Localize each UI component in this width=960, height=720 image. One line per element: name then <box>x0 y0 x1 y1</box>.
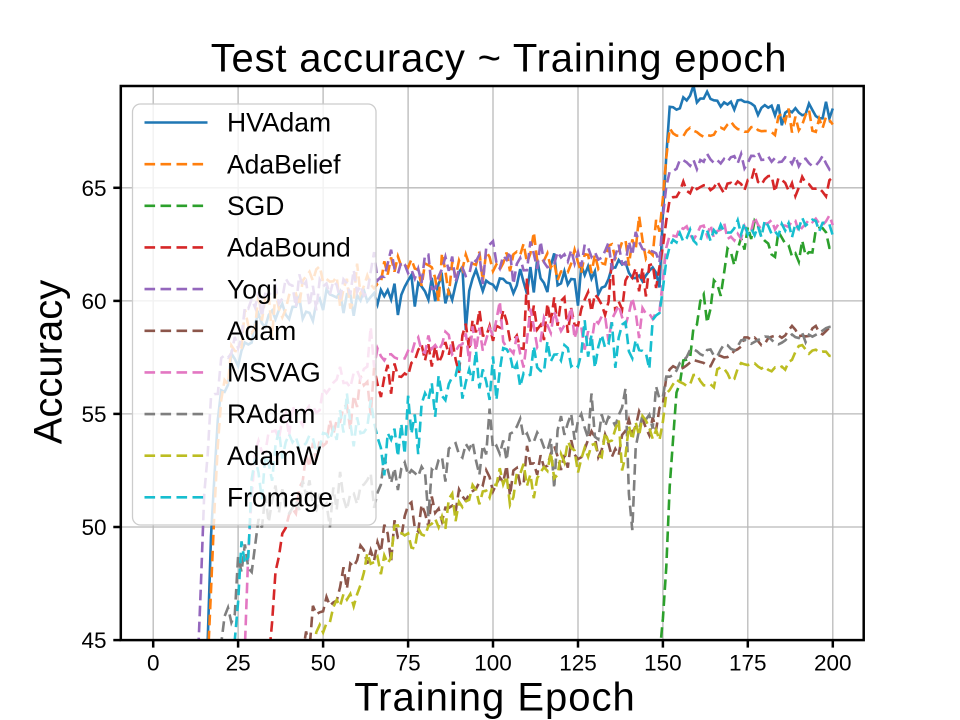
svg-text:25: 25 <box>226 651 251 676</box>
svg-text:SGD: SGD <box>227 191 284 221</box>
svg-text:50: 50 <box>81 515 106 540</box>
svg-text:175: 175 <box>729 651 767 676</box>
svg-text:Yogi: Yogi <box>227 274 278 304</box>
svg-text:100: 100 <box>474 651 512 676</box>
svg-text:AdamW: AdamW <box>227 441 321 471</box>
svg-text:HVAdam: HVAdam <box>227 108 331 138</box>
svg-text:AdaBound: AdaBound <box>227 233 351 263</box>
svg-text:Training Epoch: Training Epoch <box>354 676 636 720</box>
svg-text:60: 60 <box>81 289 106 314</box>
svg-text:150: 150 <box>644 651 682 676</box>
svg-text:Test accuracy ~ Training epoch: Test accuracy ~ Training epoch <box>211 37 788 81</box>
svg-text:45: 45 <box>81 628 106 653</box>
svg-text:50: 50 <box>311 651 336 676</box>
svg-text:0: 0 <box>147 651 160 676</box>
svg-text:Fromage: Fromage <box>227 483 333 513</box>
svg-text:Adam: Adam <box>227 316 296 346</box>
svg-text:65: 65 <box>81 176 106 201</box>
svg-text:75: 75 <box>396 651 421 676</box>
svg-text:MSVAG: MSVAG <box>227 358 321 388</box>
svg-text:200: 200 <box>814 651 852 676</box>
svg-text:AdaBelief: AdaBelief <box>227 149 341 179</box>
svg-text:Accuracy: Accuracy <box>27 280 71 445</box>
svg-text:125: 125 <box>559 651 597 676</box>
svg-text:55: 55 <box>81 402 106 427</box>
svg-text:RAdam: RAdam <box>227 399 315 429</box>
